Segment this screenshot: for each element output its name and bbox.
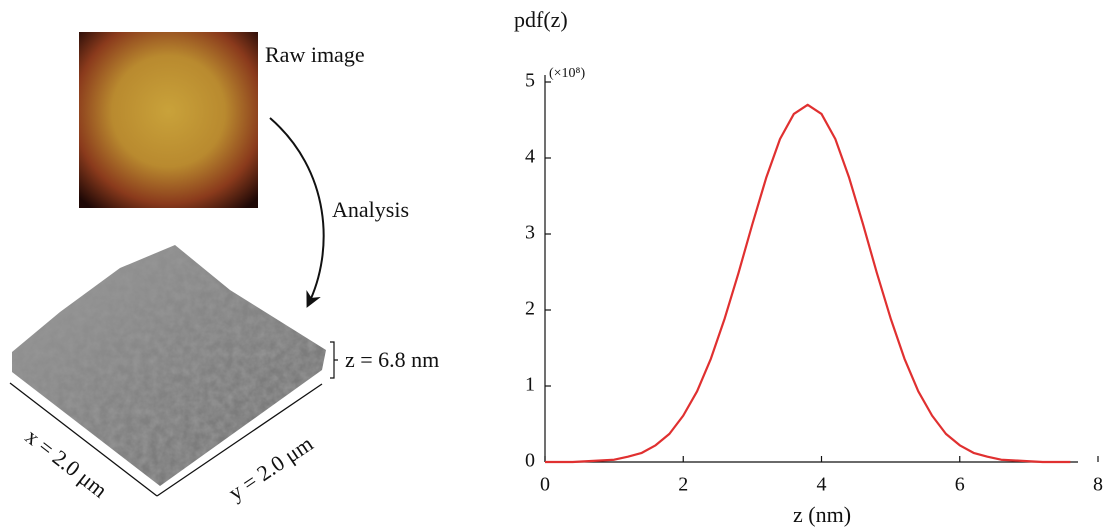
z-bracket xyxy=(330,341,338,379)
y-tick-label: 3 xyxy=(525,222,535,244)
data-line xyxy=(545,103,1071,464)
surface xyxy=(12,245,326,486)
x-tick-label: 8 xyxy=(1093,474,1103,496)
x-axis-label: z (nm) xyxy=(793,502,851,527)
x-tick-label: 6 xyxy=(955,474,965,496)
analysis-label: Analysis xyxy=(332,197,409,222)
analysis-arrow xyxy=(269,117,325,308)
chart: pdf(z) (×10⁸) z (nm) 0 1 2 3 4 5 0 2 4 6 8 xyxy=(514,7,1103,527)
x-edge xyxy=(9,382,158,497)
z-range-label: z = 6.8 nm xyxy=(345,347,439,372)
y-tick-label: 5 xyxy=(525,70,535,92)
raw-image-label: Raw image xyxy=(265,42,365,67)
y-edge xyxy=(156,383,323,497)
y-tick-label: 4 xyxy=(525,146,535,168)
x-tick-label: 0 xyxy=(540,474,550,496)
y-tick-label: 2 xyxy=(525,298,535,320)
x-tick-label: 4 xyxy=(817,474,827,496)
x-tick-label: 2 xyxy=(678,474,688,496)
y-multiplier: (×10⁸) xyxy=(549,66,585,81)
y-tick-label: 0 xyxy=(525,450,535,472)
raw-image xyxy=(79,32,258,208)
chart-title: pdf(z) xyxy=(514,7,568,32)
y-tick-label: 1 xyxy=(525,374,535,396)
